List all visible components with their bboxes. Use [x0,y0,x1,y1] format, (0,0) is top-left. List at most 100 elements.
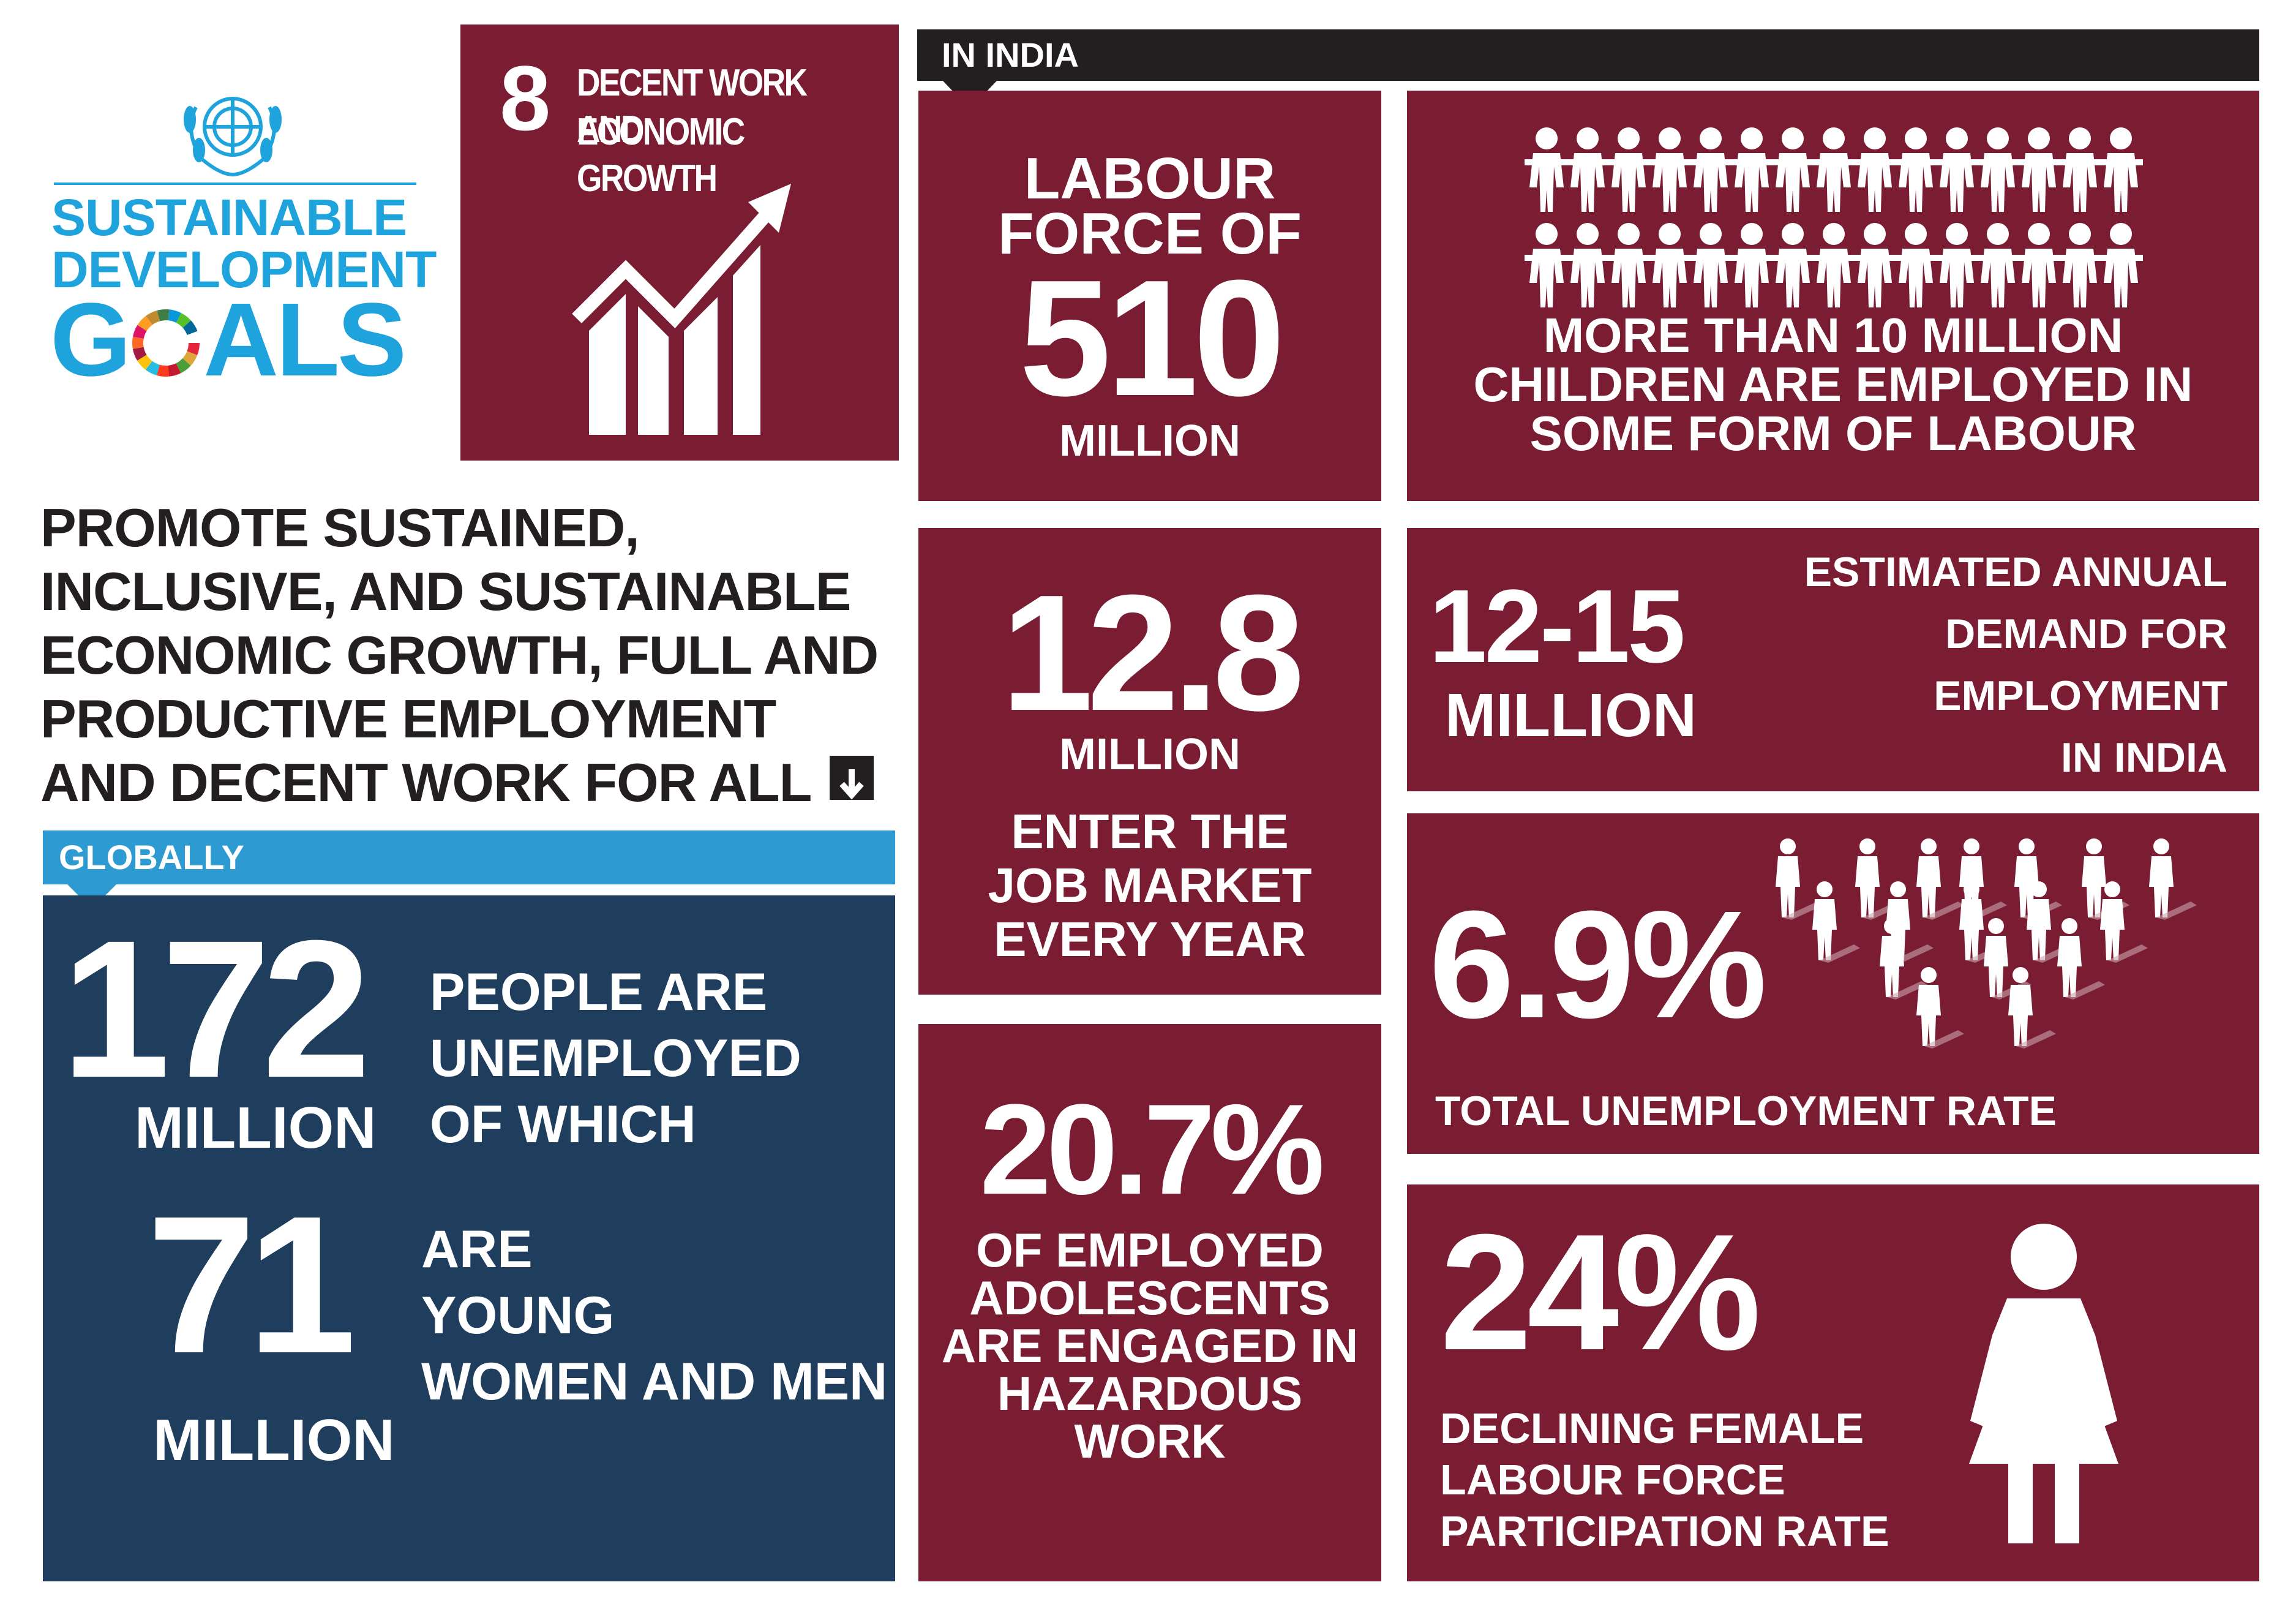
child-figure-icon [1894,127,1938,212]
child-labour-tile: MORE THAN 10 MILLION CHILDREN ARE EMPLOY… [1407,91,2259,501]
person-figure-icon [1880,918,1927,1000]
global-stat-71-text: ARE YOUNG WOMEN AND MEN [421,1216,887,1415]
india-label: IN INDIA [942,36,1079,74]
child-figure-icon [1525,223,1569,307]
child-figure-icon [1976,127,2020,212]
entrants-unit: MILLION [1059,730,1240,779]
sdg-goals-word: G ALS [50,288,407,392]
woman-icon [1964,1219,2123,1550]
person-figure-icon [1812,881,1860,963]
child-figure-icon [1812,127,1856,212]
hazardous-text-1: OF EMPLOYED [976,1223,1324,1277]
global-stat-71-text-1: ARE [421,1220,533,1279]
demand-text-4: IN INDIA [2061,734,2227,781]
demand-text: ESTIMATED ANNUAL DEMAND FOR EMPLOYMENT I… [1750,541,2227,789]
globally-panel: 172 MILLION PEOPLE ARE UNEMPLOYED OF WHI… [43,895,895,1581]
child-figure-icon [1648,127,1692,212]
female-text: DECLINING FEMALE LABOUR FORCE PARTICIPAT… [1440,1403,1991,1557]
sdg-divider-top [54,183,416,185]
headline-line-2: INCLUSIVE, AND SUSTAINABLE [40,561,851,622]
sdg-goals-rest: ALS [203,282,407,398]
child-figure-icon [2017,223,2061,307]
demand-text-1: ESTIMATED ANNUAL [1804,549,2227,595]
sdg-goals-g: G [50,282,131,398]
job-market-entrants-tile: 12.8 MILLION ENTER THE JOB MARKET EVERY … [918,528,1381,995]
child-figure-icon [2058,127,2102,212]
demand-text-2: DEMAND FOR [1945,611,2227,657]
sdg-wheel-icon [130,292,202,377]
child-figure-icon [2017,127,2061,212]
hazardous-text: OF EMPLOYED ADOLESCENTS ARE ENGAGED IN H… [918,1226,1381,1465]
child-figure-icon [1935,223,1979,307]
hazardous-text-5: WORK [1074,1414,1226,1468]
person-figure-icon [2008,967,2056,1049]
un-emblem-icon [171,83,294,181]
child-figure-icon [1566,223,1610,307]
child-figure-icon [1771,127,1815,212]
female-text-2: LABOUR FORCE [1440,1456,1785,1504]
global-stat-172: 172 [61,899,371,1118]
headline-line-5-text: AND DECENT WORK FOR ALL [40,752,811,813]
child-figure-icon [1689,223,1733,307]
child-figure-icon [1607,223,1651,307]
female-text-3: PARTICIPATION RATE [1440,1507,1889,1555]
down-arrow-icon [830,756,874,800]
children-text: MORE THAN 10 MILLION CHILDREN ARE EMPLOY… [1407,311,2259,458]
child-figure-icon [1525,127,1569,212]
india-banner: IN INDIA [917,29,2259,81]
children-row-icon [1523,122,2148,312]
entrants-text-1: ENTER THE [1011,804,1289,859]
hazardous-text-2: ADOLESCENTS [969,1271,1330,1325]
child-figure-icon [1812,223,1856,307]
labour-line-2: FORCE OF [998,201,1302,266]
unemployment-value: 6.9% [1429,879,1767,1050]
globally-label: GLOBALLY [59,838,244,876]
global-stat-71-unit: MILLION [153,1407,395,1473]
person-figure-icon [2100,881,2148,963]
headline-line-4: PRODUCTIVE EMPLOYMENT [40,688,776,749]
labour-line-1: LABOUR [1024,146,1276,211]
children-text-3: SOME FORM OF LABOUR [1529,406,2137,461]
child-figure-icon [1689,127,1733,212]
children-text-1: MORE THAN 10 MILLION [1543,308,2123,363]
global-stat-172-text-2: UNEMPLOYED [430,1029,801,1088]
female-text-1: DECLINING FEMALE [1440,1404,1864,1452]
unemployment-label: TOTAL UNEMPLOYMENT RATE [1435,1088,2057,1134]
headline: PROMOTE SUSTAINED, INCLUSIVE, AND SUSTAI… [40,496,910,815]
hazardous-text-4: HAZARDOUS [997,1366,1303,1420]
labour-value: 510 [1019,246,1285,431]
employment-demand-tile: 12-15 MILLION ESTIMATED ANNUAL DEMAND FO… [1407,528,2259,791]
entrants-text-2: JOB MARKET [988,858,1312,913]
child-figure-icon [1853,223,1897,307]
person-figure-icon [1916,967,1964,1049]
child-figure-icon [1566,127,1610,212]
hazardous-value: 20.7% [980,1077,1324,1221]
person-figure-icon [2149,838,2197,920]
globally-banner: GLOBALLY [43,830,895,884]
entrants-value: 12.8 [1001,561,1305,745]
child-figure-icon [1730,127,1774,212]
demand-text-3: EMPLOYMENT [1934,672,2227,719]
female-participation-tile: 24% DECLINING FEMALE LABOUR FORCE PARTIC… [1407,1184,2259,1581]
goal-8-tile: 8 DECENT WORK AND ECONOMIC GROWTH [460,24,899,461]
entrants-text: ENTER THE JOB MARKET EVERY YEAR [918,805,1381,966]
child-figure-icon [1853,127,1897,212]
children-text-2: CHILDREN ARE EMPLOYED IN [1473,357,2193,412]
global-stat-71: 71 [147,1175,356,1394]
labour-force-tile: LABOUR FORCE OF 510 MILLION [918,91,1381,501]
sdg-line-1: SUSTAINABLE [51,189,407,246]
hazardous-text-3: ARE ENGAGED IN [941,1319,1359,1373]
person-figure-icon [1776,838,1823,920]
headline-line-3: ECONOMIC GROWTH, FULL AND [40,625,879,685]
demand-value: 12-15 [1429,568,1686,685]
global-stat-172-text-1: PEOPLE ARE [430,963,768,1022]
child-figure-icon [2099,223,2143,307]
child-figure-icon [1771,223,1815,307]
demand-unit: MILLION [1445,681,1697,750]
child-figure-icon [1894,223,1938,307]
goal-title-line-2: ECONOMIC GROWTH [577,111,745,200]
child-figure-icon [1976,223,2020,307]
people-crowd-icon [1774,838,2215,1058]
global-stat-71-text-3: WOMEN AND MEN [421,1352,888,1411]
global-stat-172-text-3: OF WHICH [430,1095,696,1154]
